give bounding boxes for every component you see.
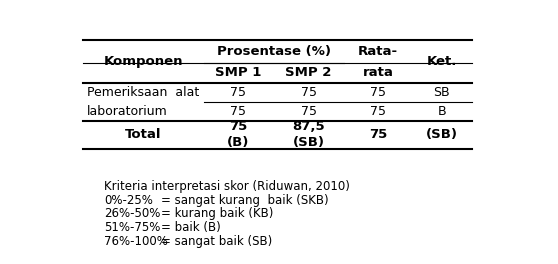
Text: 26%-50%: 26%-50%	[104, 207, 161, 220]
Text: 75: 75	[230, 86, 247, 99]
Text: Kriteria interpretasi skor (Riduwan, 2010): Kriteria interpretasi skor (Riduwan, 201…	[104, 180, 350, 193]
Text: 76%-100%: 76%-100%	[104, 234, 168, 248]
Text: (SB): (SB)	[426, 128, 458, 141]
Text: SB: SB	[434, 86, 450, 99]
Text: Pemeriksaan  alat: Pemeriksaan alat	[87, 86, 199, 99]
Text: rata: rata	[363, 66, 393, 79]
Text: Komponen: Komponen	[104, 55, 183, 68]
Text: 0%-25%: 0%-25%	[104, 194, 153, 207]
Text: Rata-: Rata-	[358, 45, 398, 58]
Text: 75
(B): 75 (B)	[227, 120, 249, 149]
Text: 75: 75	[301, 86, 317, 99]
Text: B: B	[437, 105, 446, 118]
Text: 87,5
(SB): 87,5 (SB)	[292, 120, 325, 149]
Text: = sangat kurang  baik (SKB): = sangat kurang baik (SKB)	[161, 194, 328, 207]
Text: 75: 75	[369, 128, 387, 141]
Text: 75: 75	[301, 105, 317, 118]
Text: 75: 75	[370, 86, 386, 99]
Text: = kurang baik (KB): = kurang baik (KB)	[161, 207, 273, 220]
Text: = sangat baik (SB): = sangat baik (SB)	[161, 234, 272, 248]
Text: SMP 2: SMP 2	[286, 66, 332, 79]
Text: 75: 75	[230, 105, 247, 118]
Text: Total: Total	[125, 128, 161, 141]
Text: Prosentase (%): Prosentase (%)	[217, 45, 331, 58]
Text: 75: 75	[370, 105, 386, 118]
Text: Ket.: Ket.	[426, 55, 457, 68]
Text: SMP 1: SMP 1	[215, 66, 262, 79]
Text: laboratorium: laboratorium	[87, 105, 168, 118]
Text: = baik (B): = baik (B)	[161, 221, 220, 234]
Text: 51%-75%: 51%-75%	[104, 221, 161, 234]
